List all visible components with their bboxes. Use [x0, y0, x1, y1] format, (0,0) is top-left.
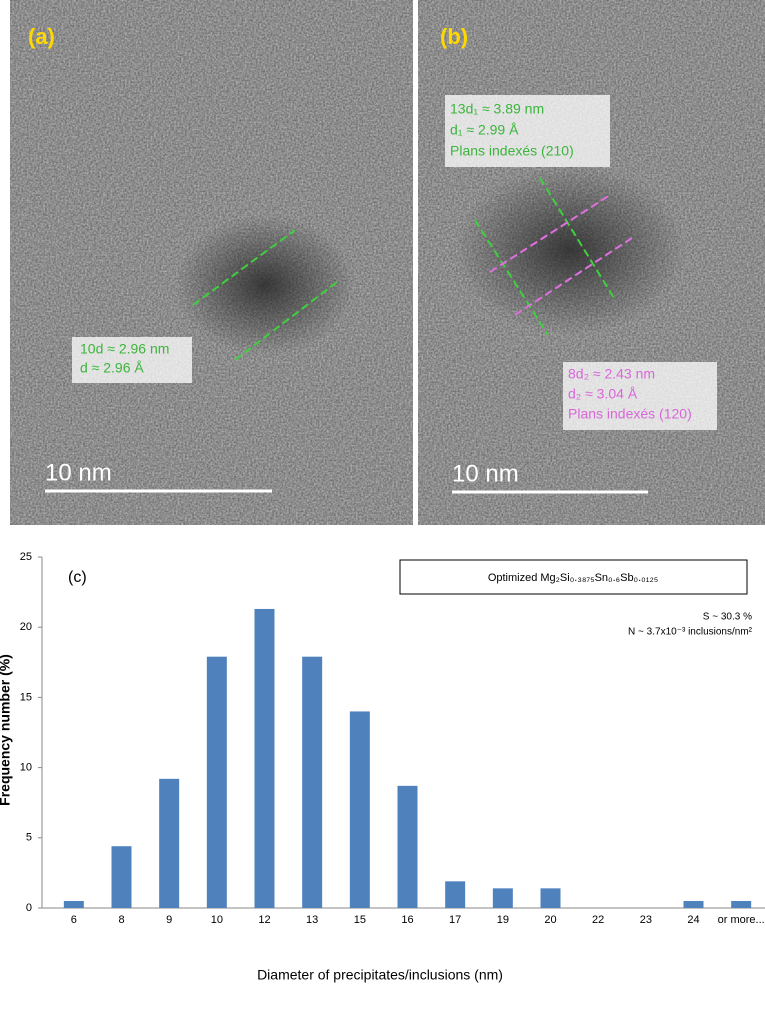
panel-label: (c): [68, 569, 87, 586]
x-tick-label: 24: [687, 914, 699, 926]
annotation: Plans indexés (120): [568, 406, 692, 422]
panel-label: (a): [28, 24, 55, 49]
x-tick-label: 19: [497, 914, 509, 926]
bar: [349, 711, 370, 908]
y-tick-label: 15: [20, 691, 32, 703]
y-tick-label: 10: [20, 762, 32, 774]
tem-image-b: [418, 0, 765, 525]
annotation: d ≈ 2.96 Å: [80, 360, 144, 376]
x-tick-label: 22: [592, 914, 604, 926]
legend-box: [399, 559, 748, 595]
scale-bar-label: 10 nm: [452, 460, 519, 487]
y-tick-label: 5: [26, 832, 32, 844]
panel-label: (b): [440, 24, 468, 49]
annotation: S ~ 30.3 %: [703, 612, 752, 623]
scale-bar-label: 10 nm: [45, 459, 112, 486]
x-tick-label: 20: [544, 914, 556, 926]
x-tick-label: 23: [640, 914, 652, 926]
x-tick-label: 17: [449, 914, 461, 926]
annotation: 13d₁ ≈ 3.89 nm: [450, 101, 544, 117]
x-tick-label: 16: [401, 914, 413, 926]
y-tick-label: 20: [20, 621, 32, 633]
annotation: 8d₂ ≈ 2.43 nm: [568, 366, 655, 382]
bar: [159, 778, 180, 908]
tem-image-a: [10, 0, 413, 525]
bar: [731, 900, 752, 908]
y-tick-label: 0: [26, 902, 32, 914]
x-tick-label: 8: [118, 914, 124, 926]
bar: [254, 608, 275, 908]
x-tick-label: 15: [354, 914, 366, 926]
annotation: d₁ ≈ 2.99 Å: [450, 122, 519, 138]
bar: [540, 888, 561, 908]
annotation: d₂ ≈ 3.04 Å: [568, 386, 638, 402]
x-tick-label: or more...: [718, 914, 765, 926]
annotation: Plans indexés (210): [450, 143, 574, 159]
bar: [302, 656, 323, 908]
annotation: 10d ≈ 2.96 nm: [80, 341, 169, 357]
x-tick-label: 10: [211, 914, 223, 926]
x-tick-label: 13: [306, 914, 318, 926]
bar: [492, 888, 513, 908]
x-tick-label: 12: [258, 914, 270, 926]
x-tick-label: 6: [71, 914, 77, 926]
bar: [111, 846, 132, 908]
annotation: N ~ 3.7x10⁻³ inclusions/nm²: [628, 627, 753, 638]
y-axis-title: Frequency number (%): [0, 654, 13, 806]
y-tick-label: 25: [20, 551, 32, 563]
bar: [445, 881, 466, 908]
x-tick-label: 9: [166, 914, 172, 926]
bar: [63, 900, 84, 908]
legend-text: Optimized Mg₂Si₀.₃₈₇₅Sn₀.₆Sb₀.₀₁₂₅: [488, 572, 658, 584]
bar: [683, 900, 704, 908]
x-axis-title: Diameter of precipitates/inclusions (nm): [257, 967, 503, 983]
bar: [397, 785, 418, 908]
bar: [206, 656, 227, 908]
